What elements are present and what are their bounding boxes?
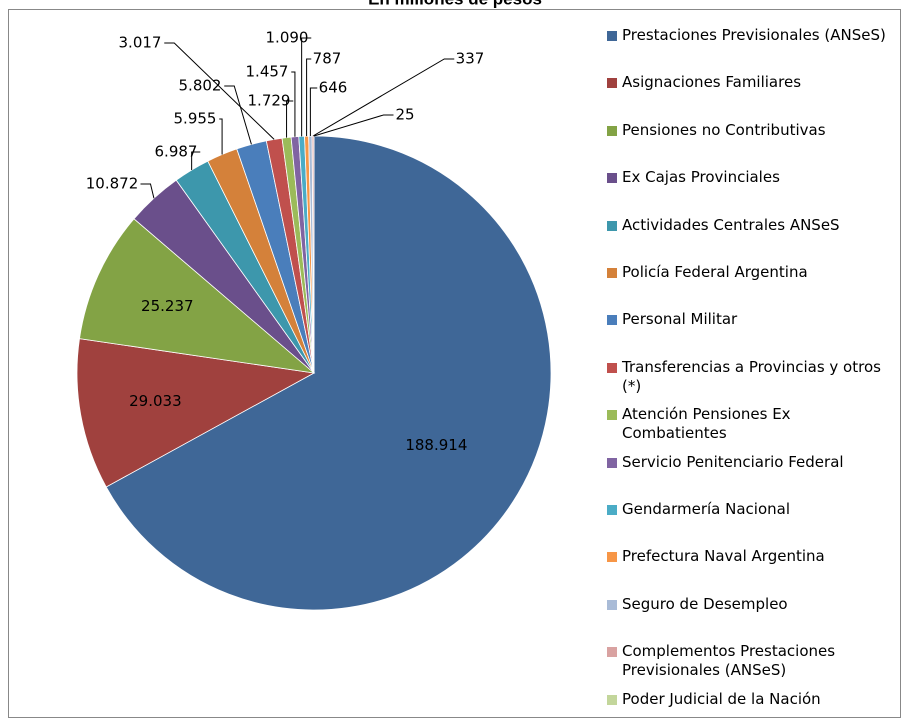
legend-swatch — [607, 125, 617, 136]
leader-line — [309, 87, 318, 137]
legend-label: Poder Judicial de la Nación — [622, 689, 821, 708]
legend-swatch — [607, 694, 617, 705]
legend-label: Asignaciones Familiares — [622, 73, 802, 92]
data-label: 1.729 — [248, 92, 291, 110]
data-label: 1.457 — [246, 63, 289, 81]
legend-label: Personal Militar — [622, 310, 738, 329]
legend-swatch — [607, 505, 617, 515]
legend-label: Transferencias a Provincias y otros (*) — [622, 357, 881, 395]
data-label: 25 — [395, 106, 414, 124]
leader-line — [306, 58, 312, 137]
legend-swatch — [607, 362, 617, 373]
leader-line — [291, 71, 296, 137]
legend-swatch — [607, 78, 617, 89]
leader-line — [140, 183, 155, 199]
legend-swatch — [607, 599, 617, 610]
data-label: 25.237 — [141, 297, 194, 315]
legend-swatch — [607, 268, 617, 278]
legend-swatch — [607, 410, 617, 421]
legend-label: Servicio Penitenciario Federal — [622, 452, 844, 471]
legend-label: Atención Pensiones Ex Combatientes — [622, 405, 791, 443]
data-label: 337 — [456, 50, 485, 68]
pie-slice — [105, 135, 552, 611]
data-label: 5.955 — [174, 110, 217, 128]
legend-swatch — [607, 315, 617, 326]
data-label: 1.090 — [266, 29, 309, 47]
data-label: 787 — [313, 50, 342, 68]
data-label: 646 — [319, 79, 348, 97]
pie-slice — [79, 218, 316, 374]
legend-swatch — [607, 31, 617, 41]
leader-line — [301, 37, 312, 137]
data-label: 5.802 — [179, 77, 222, 95]
leader-line — [286, 100, 294, 138]
data-label: 29.033 — [129, 392, 182, 410]
legend-label: Prefectura Naval Argentina — [622, 547, 825, 566]
legend-swatch — [607, 173, 617, 184]
leader-line — [219, 118, 223, 155]
legend-swatch — [607, 552, 617, 563]
data-label: 10.872 — [86, 175, 139, 193]
legend-label: Pensiones no Contributivas — [622, 120, 826, 139]
legend-label: Policía Federal Argentina — [622, 263, 808, 281]
legend-swatch — [607, 220, 617, 231]
leader-line — [313, 114, 394, 137]
leader-line — [312, 58, 455, 137]
pie-slice — [76, 338, 316, 488]
legend-label: Ex Cajas Provinciales — [622, 168, 780, 187]
legend-label: Prestaciones Previsionales (ANSeS) — [622, 26, 886, 44]
legend-swatch — [607, 647, 617, 658]
legend-label: Seguro de Desempleo — [622, 594, 788, 613]
leader-line — [224, 85, 252, 145]
data-label: 6.987 — [155, 143, 198, 161]
chart-border — [8, 9, 901, 718]
chart-title: En millones de pesos — [368, 0, 542, 8]
leader-line — [191, 151, 201, 171]
legend-label: Complementos Prestaciones Previsionales … — [622, 642, 836, 680]
legend-label: Actividades Centrales ANSeS — [622, 215, 840, 234]
legend-swatch — [607, 457, 617, 468]
data-label: 188.914 — [405, 436, 467, 454]
legend-label: Gendarmería Nacional — [622, 500, 790, 518]
leader-line — [164, 42, 275, 140]
data-label: 3.017 — [119, 34, 162, 52]
